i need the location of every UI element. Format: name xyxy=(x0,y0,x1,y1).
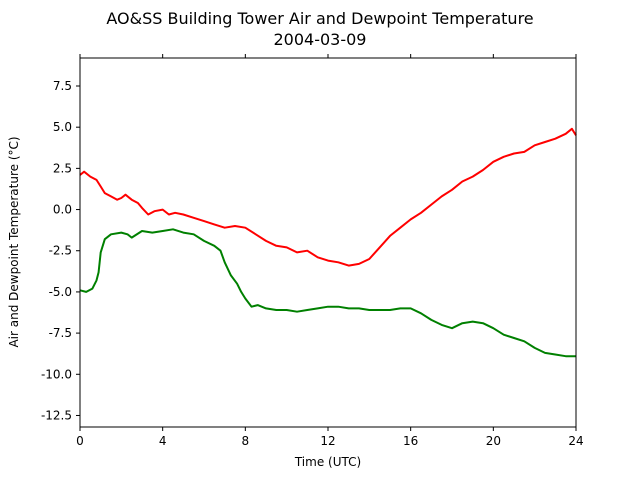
y-tick-label: 0.0 xyxy=(53,203,72,217)
x-tick-label: 20 xyxy=(486,434,501,448)
x-axis: 0 4 8 12 16 20 24 xyxy=(76,54,584,448)
x-tick-label: 0 xyxy=(76,434,84,448)
series-layer xyxy=(79,127,577,358)
x-tick-label: 8 xyxy=(242,434,250,448)
y-tick-label: -5.0 xyxy=(49,285,72,299)
series-line-1 xyxy=(79,228,576,358)
series-line-0 xyxy=(79,127,577,267)
y-tick-label: 2.5 xyxy=(53,161,72,175)
x-tick-label: 16 xyxy=(403,434,418,448)
chart-title: AO&SS Building Tower Air and Dewpoint Te… xyxy=(106,9,533,28)
y-tick-label: -7.5 xyxy=(49,326,72,340)
y-tick-label: 7.5 xyxy=(53,79,72,93)
chart-subtitle: 2004-03-09 xyxy=(274,30,367,49)
y-tick-label: -10.0 xyxy=(41,367,72,381)
y-axis: -12.5 -10.0 -7.5 -5.0 -2.5 0.0 2.5 5.0 7.5 xyxy=(41,79,80,422)
y-tick-label: 5.0 xyxy=(53,120,72,134)
x-tick-label: 24 xyxy=(568,434,583,448)
plot-frame xyxy=(79,57,577,428)
y-tick-label: -2.5 xyxy=(49,244,72,258)
x-tick-label: 4 xyxy=(159,434,167,448)
x-axis-label: Time (UTC) xyxy=(294,455,361,469)
x-tick-label: 12 xyxy=(320,434,335,448)
y-axis-label: Air and Dewpoint Temperature (°C) xyxy=(7,136,21,347)
y-tick-label: -12.5 xyxy=(41,408,72,422)
